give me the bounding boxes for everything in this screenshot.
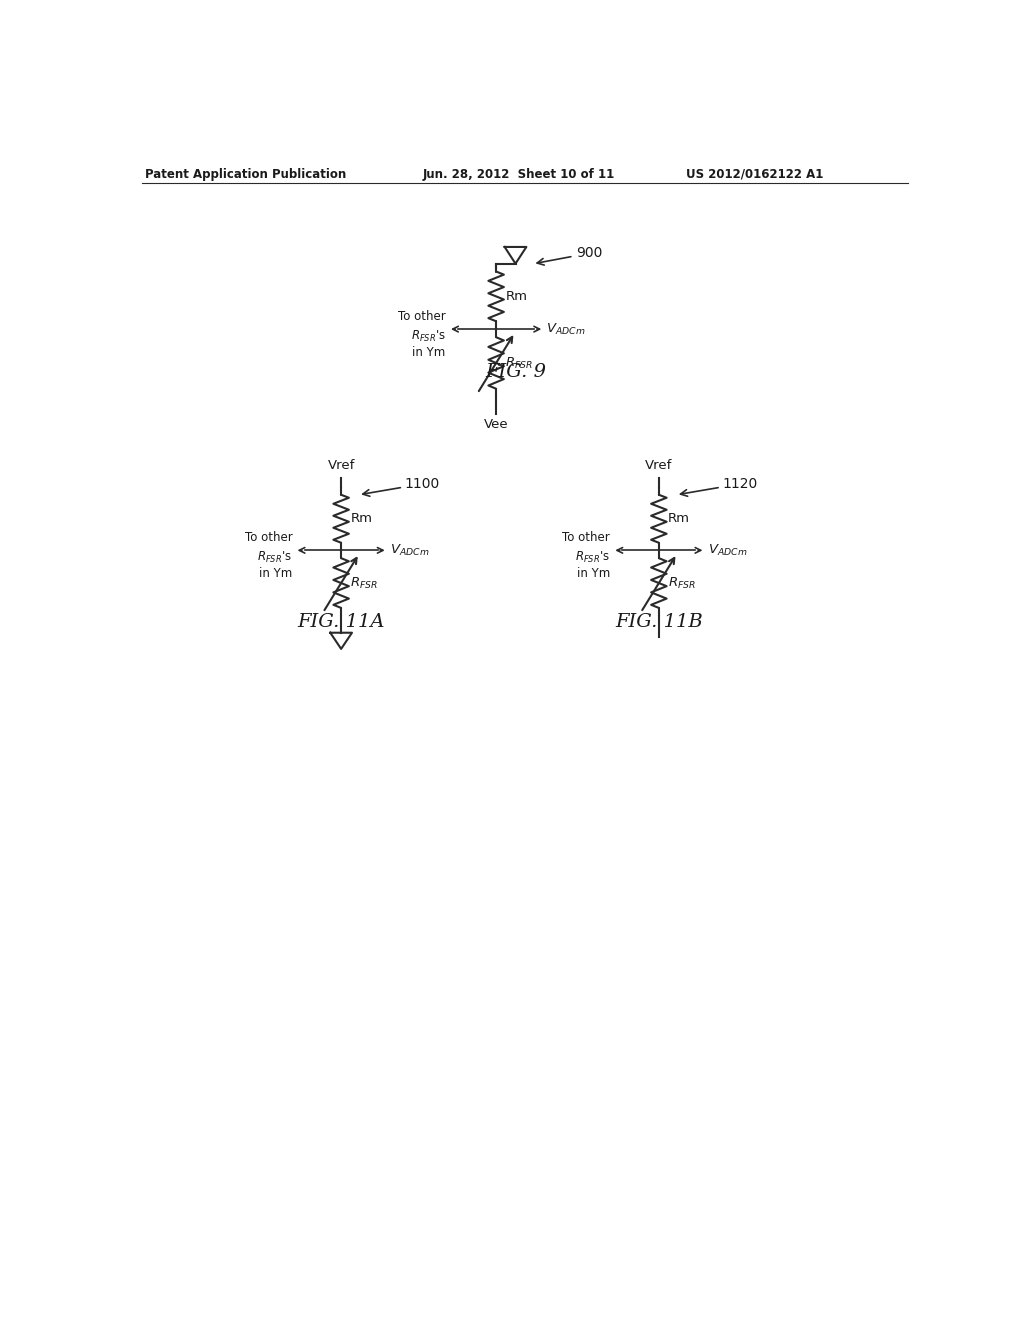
Text: Rm: Rm xyxy=(350,512,373,525)
Text: FIG. 9: FIG. 9 xyxy=(485,363,546,381)
Text: Rm: Rm xyxy=(669,512,690,525)
Text: $V_{ADCm}$: $V_{ADCm}$ xyxy=(708,543,748,558)
Text: $V_{ADCm}$: $V_{ADCm}$ xyxy=(390,543,429,558)
Text: To other: To other xyxy=(398,310,445,323)
Text: US 2012/0162122 A1: US 2012/0162122 A1 xyxy=(686,168,823,181)
Text: Rm: Rm xyxy=(506,290,527,302)
Text: 1100: 1100 xyxy=(404,477,440,491)
Text: $R_{FSR}$'s: $R_{FSR}$'s xyxy=(411,329,445,345)
Text: $R_{FSR}$: $R_{FSR}$ xyxy=(506,355,534,371)
Text: To other: To other xyxy=(245,531,292,544)
Text: FIG. 11B: FIG. 11B xyxy=(615,612,702,631)
Text: Vref: Vref xyxy=(328,459,354,471)
Text: Vref: Vref xyxy=(645,459,673,471)
Text: FIG. 11A: FIG. 11A xyxy=(297,612,385,631)
Text: $R_{FSR}$: $R_{FSR}$ xyxy=(669,576,696,590)
Text: Jun. 28, 2012  Sheet 10 of 11: Jun. 28, 2012 Sheet 10 of 11 xyxy=(423,168,614,181)
Text: in Ym: in Ym xyxy=(413,346,445,359)
Text: $R_{FSR}$'s: $R_{FSR}$'s xyxy=(575,550,610,565)
Text: $V_{ADCm}$: $V_{ADCm}$ xyxy=(547,322,586,337)
Text: $R_{FSR}$: $R_{FSR}$ xyxy=(350,576,379,590)
Text: in Ym: in Ym xyxy=(259,568,292,581)
Text: To other: To other xyxy=(562,531,610,544)
Text: Vee: Vee xyxy=(483,417,509,430)
Text: 900: 900 xyxy=(575,246,602,260)
Text: $R_{FSR}$'s: $R_{FSR}$'s xyxy=(257,550,292,565)
Text: 1120: 1120 xyxy=(722,477,758,491)
Text: in Ym: in Ym xyxy=(577,568,610,581)
Text: Patent Application Publication: Patent Application Publication xyxy=(145,168,346,181)
